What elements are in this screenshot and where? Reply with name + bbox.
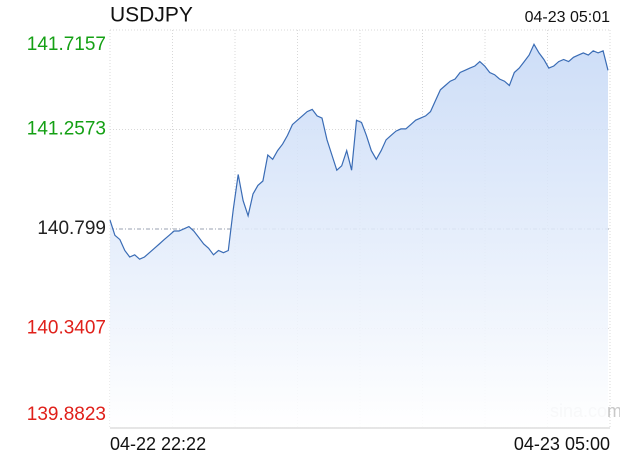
timestamp: 04-23 05:01: [525, 9, 611, 26]
price-line: [109, 42, 609, 260]
y-tick-label: 139.8823: [27, 404, 106, 425]
y-tick-label: 140.799: [37, 218, 106, 239]
x-tick-label: 04-22 22:22: [110, 434, 206, 454]
y-tick-label: 140.3407: [27, 318, 106, 339]
y-tick-label: 141.7157: [27, 34, 106, 55]
x-tick-label: 04-23 05:00: [514, 434, 610, 454]
area-fill: [110, 44, 608, 429]
y-tick-label: 141.2573: [27, 119, 106, 140]
chart-title: USDJPY: [110, 4, 193, 27]
